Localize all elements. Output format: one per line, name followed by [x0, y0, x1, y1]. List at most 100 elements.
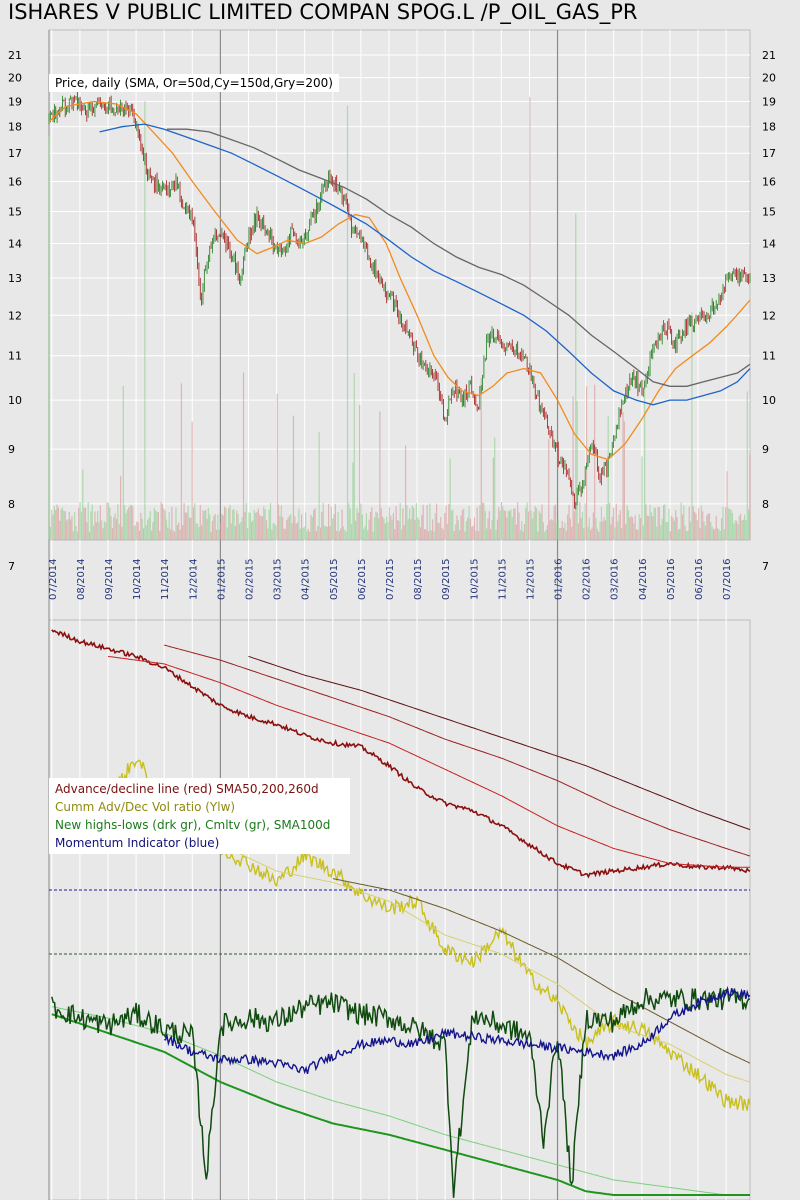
y-tick-label-right: 9: [762, 443, 769, 456]
volume-bar: [646, 515, 648, 540]
volume-bar: [164, 510, 166, 540]
volume-bar: [125, 513, 127, 540]
volume-bar: [409, 508, 411, 540]
x-tick-label: 01/2016: [554, 558, 565, 600]
volume-bar: [703, 521, 705, 540]
volume-bar: [491, 520, 493, 540]
x-tick-label: 05/2015: [329, 558, 340, 600]
volume-bar: [507, 510, 509, 540]
volume-bar: [67, 519, 69, 540]
volume-bar: [716, 528, 719, 540]
x-tick-label: 03/2016: [610, 558, 621, 600]
volume-bar: [486, 528, 488, 540]
volume-bar: [352, 462, 354, 540]
volume-bar: [739, 513, 742, 540]
volume-bar: [209, 514, 211, 540]
volume-bar: [534, 506, 536, 540]
volume-bar: [242, 372, 245, 540]
volume-bar: [480, 377, 482, 540]
volume-bar: [511, 516, 513, 540]
volume-bar: [404, 445, 407, 540]
volume-bar: [637, 529, 639, 540]
y-tick-label-right: 18: [762, 121, 776, 134]
volume-bar: [144, 101, 146, 540]
volume-bar: [588, 517, 590, 540]
volume-bar: [494, 437, 496, 540]
volume-bar: [718, 529, 720, 540]
volume-bar: [203, 511, 205, 540]
x-tick-label: 06/2016: [694, 558, 705, 600]
volume-bar: [184, 512, 187, 540]
x-tick-label: 12/2015: [525, 558, 536, 600]
volume-bar: [306, 531, 308, 540]
volume-bar: [357, 512, 359, 540]
volume-bar: [433, 531, 435, 540]
volume-bar: [195, 523, 197, 540]
volume-bar: [598, 531, 600, 540]
volume-bar: [299, 528, 301, 540]
volume-bar: [63, 510, 65, 540]
volume-bar: [169, 529, 172, 540]
volume-bar: [252, 520, 254, 540]
volume-bar: [202, 510, 204, 540]
volume-bar: [52, 514, 54, 540]
x-tick-label: 07/2015: [385, 558, 396, 600]
volume-bar: [95, 522, 97, 540]
volume-bar: [87, 502, 89, 540]
volume-bar: [560, 527, 562, 540]
volume-bar: [349, 508, 351, 540]
volume-bar: [146, 519, 149, 540]
volume-bar: [76, 531, 78, 540]
volume-bar: [342, 526, 345, 540]
volume-bar: [542, 522, 544, 540]
volume-bar: [592, 512, 594, 540]
volume-bar: [573, 511, 576, 540]
volume-bar: [78, 507, 80, 540]
volume-bar: [618, 515, 620, 540]
volume-bar: [436, 503, 438, 540]
volume-bar: [550, 518, 553, 540]
volume-bar: [623, 421, 625, 540]
volume-bar: [198, 526, 200, 540]
y-tick-label-right: 11: [762, 350, 776, 363]
volume-bar: [403, 525, 405, 540]
volume-bar: [676, 516, 678, 540]
volume-bar: [600, 506, 603, 540]
volume-bar: [72, 531, 74, 540]
volume-bar: [579, 502, 581, 540]
volume-bar: [629, 517, 631, 540]
momentum-line: [164, 985, 751, 1075]
volume-bar: [495, 529, 497, 540]
volume-bar: [396, 520, 399, 540]
axis-layer: 7 7 8 8 9 9 10 10 11 11 12 12 13 13 14 14 15 15 16 16 17 17 18…: [8, 49, 776, 600]
volume-bar: [537, 531, 539, 540]
volume-bar: [630, 516, 632, 540]
volume-bar: [745, 520, 747, 540]
volume-bar: [377, 518, 380, 540]
volume-bar: [450, 510, 453, 540]
volume-bar: [413, 507, 415, 540]
volume-bar: [153, 507, 155, 540]
volume-bar: [388, 507, 390, 540]
volume-bar: [437, 522, 439, 540]
volume-bar: [472, 525, 474, 540]
y-tick-label-right: 20: [762, 72, 776, 85]
volume-bar: [442, 529, 444, 540]
volume-bar: [434, 513, 436, 540]
volume-bar: [329, 526, 331, 540]
volume-bar: [59, 520, 61, 540]
volume-bar: [514, 508, 516, 540]
volume-bar: [101, 520, 103, 540]
volume-bar: [355, 520, 357, 540]
volume-bar: [675, 509, 677, 540]
volume-bar: [554, 504, 557, 540]
volume-bar: [207, 508, 209, 540]
volume-bar: [88, 531, 91, 540]
volume-bar: [83, 507, 85, 540]
volume-bar: [513, 508, 515, 540]
volume-bar: [106, 502, 108, 540]
volume-bar: [694, 511, 696, 540]
volume-bar: [680, 502, 682, 540]
volume-bars: [48, 96, 751, 541]
x-tick-label: 04/2016: [638, 558, 649, 600]
